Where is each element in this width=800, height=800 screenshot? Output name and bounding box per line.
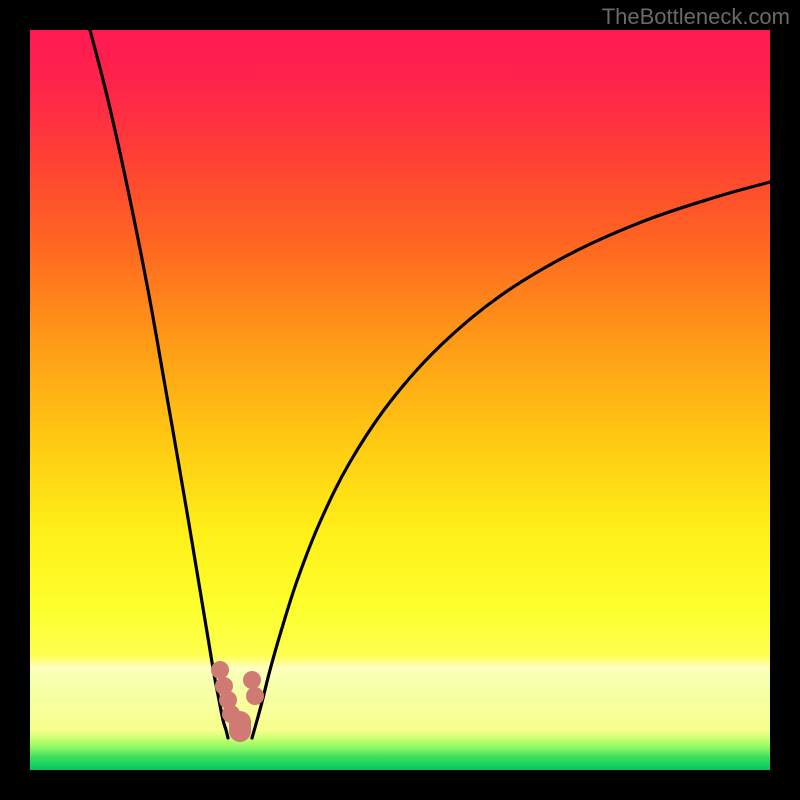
bottom-connector xyxy=(229,711,251,742)
data-marker xyxy=(243,671,261,689)
bottleneck-curve-right xyxy=(252,182,770,738)
chart-outer-frame: TheBottleneck.com xyxy=(0,0,800,800)
curve-layer xyxy=(30,30,770,770)
data-marker xyxy=(211,661,229,679)
watermark-text: TheBottleneck.com xyxy=(602,4,790,30)
data-marker xyxy=(246,687,264,705)
plot-area xyxy=(30,30,770,770)
bottleneck-curve-left xyxy=(90,30,228,738)
